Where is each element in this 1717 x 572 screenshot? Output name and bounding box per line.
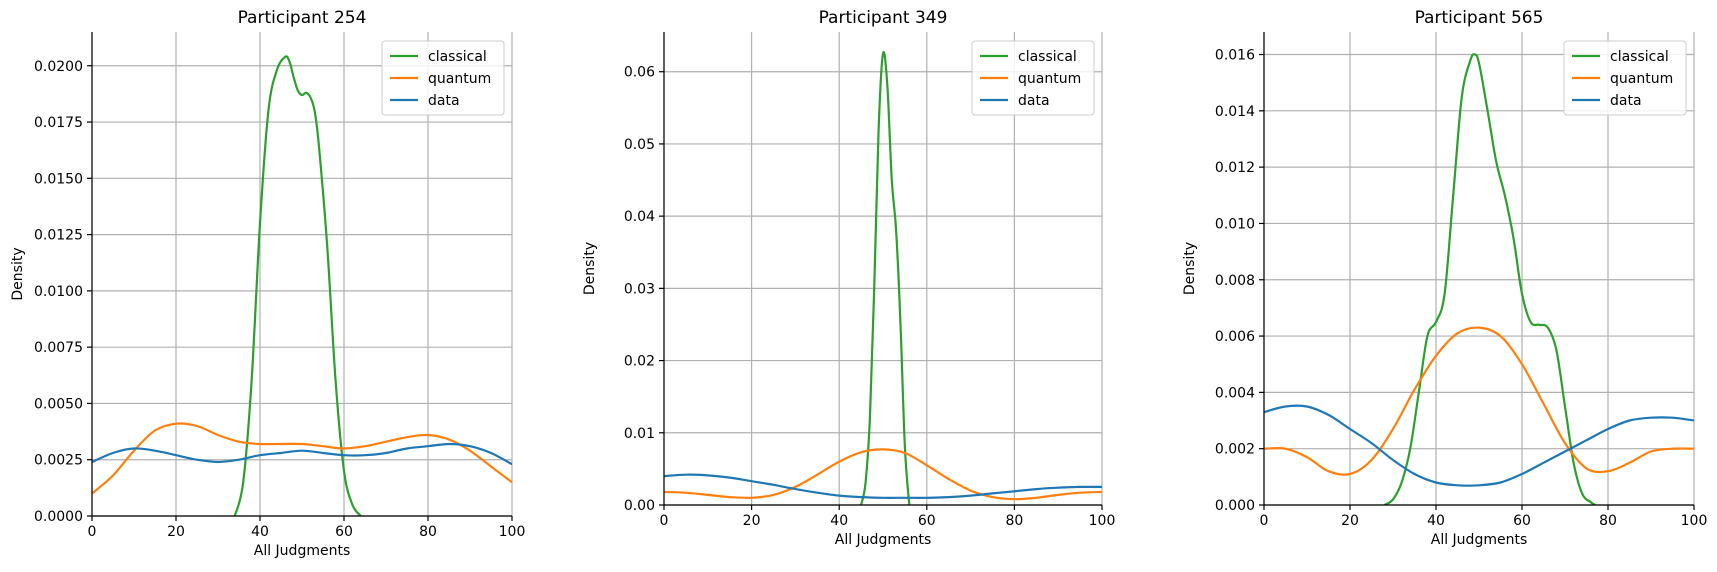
- y-tick-label: 0.02: [624, 354, 655, 370]
- legend-label-quantum: quantum: [428, 71, 491, 87]
- series-line-classical: [1383, 53, 1596, 505]
- x-tick-label: 40: [830, 513, 848, 529]
- chart-title: Participant 254: [238, 8, 367, 28]
- y-axis-label: Density: [10, 247, 26, 300]
- y-tick-label: 0.0125: [34, 228, 83, 244]
- x-tick-label: 80: [1599, 513, 1617, 529]
- x-tick-label: 0: [660, 513, 669, 529]
- x-tick-label: 20: [743, 513, 761, 529]
- legend-box: [381, 40, 505, 116]
- y-tick-label: 0.014: [1215, 104, 1255, 120]
- x-axis-label: All Judgments: [1431, 532, 1528, 548]
- x-axis-label: All Judgments: [254, 543, 351, 559]
- x-tick-label: 60: [918, 513, 936, 529]
- legend-label-classical: classical: [1610, 49, 1669, 65]
- y-tick-label: 0.01: [624, 426, 655, 442]
- y-tick-label: 0.0075: [34, 340, 83, 356]
- legend: classical quantum data: [1563, 40, 1687, 116]
- series-line-data: [1264, 404, 1694, 487]
- chart-title: Participant 565: [1415, 8, 1544, 28]
- x-tick-label: 100: [1089, 513, 1116, 529]
- x-axis-label: All Judgments: [835, 532, 932, 548]
- legend-label-data: data: [1018, 93, 1050, 109]
- x-tick-label: 100: [1681, 513, 1708, 529]
- series-line-quantum: [92, 422, 512, 495]
- panel-1: 0 20 40 60 80 100 0.0000 0.0025 0.0050 0.0075 0.01…: [10, 8, 525, 559]
- series-line-data: [664, 473, 1102, 499]
- series-line-classical: [233, 55, 362, 516]
- x-tick-label: 60: [1513, 513, 1531, 529]
- y-tick-label: 0.016: [1215, 48, 1255, 64]
- y-tick-label: 0.06: [624, 65, 655, 81]
- legend-label-classical: classical: [1018, 49, 1077, 65]
- legend-box: [971, 40, 1095, 116]
- x-tick-label: 80: [419, 524, 437, 540]
- x-tick-label: 0: [88, 524, 97, 540]
- y-tick-label: 0.0050: [34, 396, 83, 412]
- y-tick-label: 0.0025: [34, 453, 83, 469]
- series-line-quantum: [1264, 326, 1694, 476]
- y-tick-label: 0.012: [1215, 160, 1255, 176]
- x-tick-label: 0: [1260, 513, 1269, 529]
- y-tick-label: 0.04: [624, 209, 655, 225]
- x-tick-label: 40: [1427, 513, 1445, 529]
- x-tick-label: 40: [251, 524, 269, 540]
- legend-label-quantum: quantum: [1018, 71, 1081, 87]
- y-tick-label: 0.008: [1215, 273, 1255, 289]
- legend-box: [1563, 40, 1687, 116]
- x-tick-label: 80: [1005, 513, 1023, 529]
- y-tick-label: 0.006: [1215, 329, 1255, 345]
- panel-2: 0 20 40 60 80 100 0.00 0.01 0.02 0.03 0.04 0.05 0.06…: [582, 8, 1115, 548]
- series-line-data: [92, 442, 512, 466]
- series-line-classical: [860, 51, 911, 505]
- y-tick-label: 0.0000: [34, 509, 83, 525]
- panel-3: 0 20 40 60 80 100 0.000 0.002 0.004 0.006 0.008 0.0…: [1182, 8, 1707, 548]
- series-line-quantum: [664, 448, 1102, 501]
- y-tick-label: 0.004: [1215, 385, 1255, 401]
- x-tick-label: 60: [335, 524, 353, 540]
- y-tick-label: 0.010: [1215, 216, 1255, 232]
- legend: classical quantum data: [971, 40, 1095, 116]
- y-tick-label: 0.002: [1215, 442, 1255, 458]
- y-tick-label: 0.00: [624, 498, 655, 514]
- chart-title: Participant 349: [819, 8, 948, 28]
- y-axis-label: Density: [582, 242, 598, 295]
- legend: classical quantum data: [381, 40, 505, 116]
- legend-label-data: data: [428, 93, 460, 109]
- x-tick-label: 20: [167, 524, 185, 540]
- x-tick-label: 20: [1341, 513, 1359, 529]
- x-tick-label: 100: [499, 524, 526, 540]
- legend-label-data: data: [1610, 93, 1642, 109]
- y-tick-label: 0.03: [624, 281, 655, 297]
- y-tick-label: 0.0100: [34, 284, 83, 300]
- y-tick-label: 0.0175: [34, 115, 83, 131]
- legend-label-quantum: quantum: [1610, 71, 1673, 87]
- y-tick-label: 0.000: [1215, 498, 1255, 514]
- y-tick-label: 0.0200: [34, 59, 83, 75]
- legend-label-classical: classical: [428, 49, 487, 65]
- y-tick-label: 0.0150: [34, 171, 83, 187]
- y-axis-label: Density: [1182, 242, 1198, 295]
- y-tick-label: 0.05: [624, 137, 655, 153]
